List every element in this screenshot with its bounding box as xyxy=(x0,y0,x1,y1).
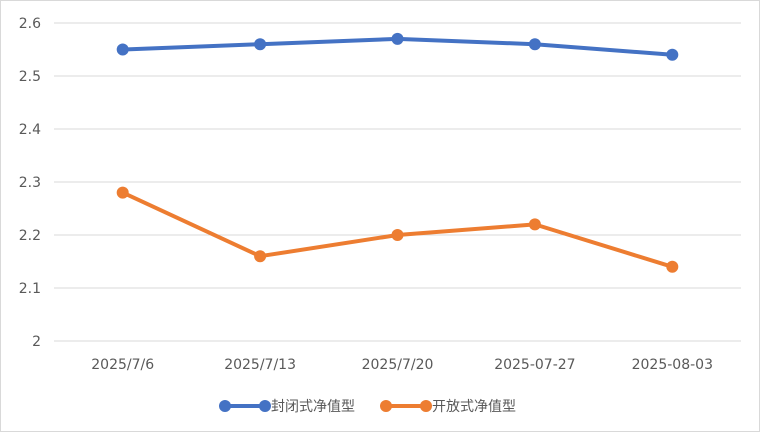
data-point xyxy=(528,38,541,51)
y-tick-label: 2.5 xyxy=(19,69,41,85)
data-point xyxy=(116,43,129,56)
gridlines xyxy=(54,22,741,342)
x-axis-ticks: 2025/7/6 2025/7/13 2025/7/20 2025-07-27 2025… xyxy=(91,357,713,373)
legend: 封闭式净值型 开放式净值型 xyxy=(219,399,516,415)
legend-marker xyxy=(259,400,271,412)
series-lines xyxy=(116,32,679,273)
y-axis-ticks: 2 2.1 2.2 2.3 2.4 2.5 2.6 xyxy=(19,16,41,350)
data-point xyxy=(391,32,404,45)
x-tick-label: 2025/7/13 xyxy=(224,357,296,373)
y-tick-label: 2.1 xyxy=(19,281,41,297)
y-tick-label: 2.3 xyxy=(19,175,41,191)
legend-marker xyxy=(380,400,392,412)
series-1 xyxy=(116,32,679,61)
x-tick-label: 2025-08-03 xyxy=(632,357,713,373)
legend-label: 开放式净值型 xyxy=(432,399,516,415)
y-tick-label: 2.6 xyxy=(19,16,41,32)
legend-item: 开放式净值型 xyxy=(380,399,516,415)
data-point xyxy=(116,186,129,199)
data-point xyxy=(254,38,267,51)
y-tick-label: 2 xyxy=(32,334,41,350)
series-2 xyxy=(116,186,679,273)
x-tick-label: 2025-07-27 xyxy=(494,357,575,373)
y-tick-label: 2.4 xyxy=(19,122,41,138)
x-tick-label: 2025/7/6 xyxy=(91,357,154,373)
data-point xyxy=(666,48,679,61)
x-tick-label: 2025/7/20 xyxy=(362,357,434,373)
data-point xyxy=(254,250,267,263)
legend-marker xyxy=(420,400,432,412)
legend-label: 封闭式净值型 xyxy=(271,399,355,415)
data-point xyxy=(528,218,541,231)
data-point xyxy=(666,260,679,273)
legend-marker xyxy=(219,400,231,412)
data-point xyxy=(391,229,404,241)
y-tick-label: 2.2 xyxy=(19,228,41,244)
legend-item: 封闭式净值型 xyxy=(219,399,355,415)
